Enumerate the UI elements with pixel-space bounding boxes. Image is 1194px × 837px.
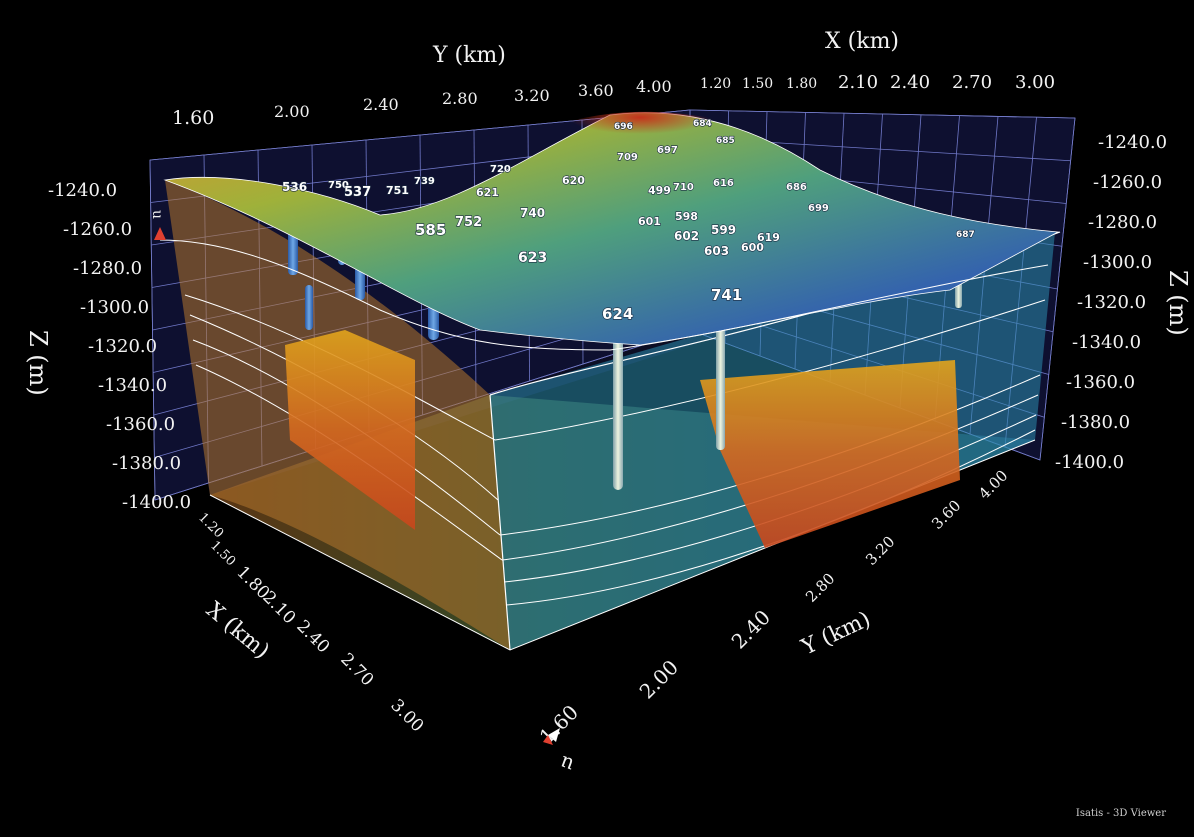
x-bottom-tick: 2.70 <box>336 649 377 690</box>
footer-caption: Isatis - 3D Viewer <box>1075 808 1166 819</box>
x-top-tick: 1.50 <box>742 76 773 92</box>
y-top-tick: 3.20 <box>514 86 550 105</box>
y-top-tick: 2.80 <box>442 89 478 108</box>
well-label: 536 <box>282 180 307 194</box>
well-label: 751 <box>386 184 409 197</box>
x-top-tick: 3.00 <box>1015 72 1055 93</box>
well-label: 685 <box>716 136 735 146</box>
well-label: 739 <box>414 176 435 187</box>
z-right-tick: -1360.0 <box>1066 372 1135 393</box>
well-label: 720 <box>490 164 511 175</box>
corner-marker-bottom: u <box>556 751 576 778</box>
y-top-tick: 2.40 <box>363 95 399 114</box>
well-label: 684 <box>693 119 712 129</box>
z-left-tick: -1380.0 <box>112 453 181 474</box>
x-top-tick: 2.40 <box>890 72 930 93</box>
well-label: 709 <box>617 152 638 163</box>
well-label: 585 <box>415 221 446 239</box>
well-label: 687 <box>956 230 975 240</box>
well-label: 624 <box>602 305 633 323</box>
z-right-tick: -1260.0 <box>1093 172 1162 193</box>
z-right-tick: -1400.0 <box>1055 452 1124 473</box>
orientation-marker <box>154 227 560 745</box>
x-top-tick: 1.20 <box>700 76 731 92</box>
well-label: 619 <box>757 231 780 244</box>
well-label: 696 <box>614 122 633 132</box>
y-bottom-tick: 2.80 <box>802 569 838 605</box>
well-label: 599 <box>711 223 736 237</box>
x-bottom-tick: 2.40 <box>292 616 333 657</box>
y-top-tick: 1.60 <box>172 107 214 129</box>
x-top-tick: 1.80 <box>786 76 817 92</box>
y-axis-title-top: Y (km) <box>432 43 506 68</box>
layer-stack <box>165 180 1061 651</box>
z-right-tick: -1320.0 <box>1077 292 1146 313</box>
x-top-tick: 2.10 <box>838 72 878 93</box>
z-left-tick: -1400.0 <box>122 492 191 513</box>
z-left-tick: -1280.0 <box>73 258 142 279</box>
z-left-tick: -1340.0 <box>98 375 167 396</box>
z-right-tick: -1280.0 <box>1088 212 1157 233</box>
well-label: 537 <box>344 185 371 200</box>
corner-marker-top: u <box>149 210 165 219</box>
x-axis-title-top: X (km) <box>825 29 899 54</box>
top-surface <box>159 111 1060 351</box>
y-top-tick: 3.60 <box>578 81 614 100</box>
y-bottom-tick: 2.00 <box>635 655 683 703</box>
z-right-tick: -1300.0 <box>1083 252 1152 273</box>
x-bottom-tick: 1.20 <box>195 510 226 541</box>
y-bottom-tick: 1.60 <box>535 700 583 748</box>
y-bottom-tick: 3.20 <box>862 532 898 568</box>
well-label: 616 <box>713 178 734 189</box>
y-top-tick: 4.00 <box>636 77 672 96</box>
x-bottom-tick: 3.00 <box>386 695 427 736</box>
z-right-tick: -1340.0 <box>1072 332 1141 353</box>
y-axis-title-bottom: Y (km) <box>797 607 875 661</box>
z-axis-title-right: Z (m) <box>1164 270 1192 336</box>
well-label: 699 <box>808 203 829 214</box>
y-top-tick: 2.00 <box>274 102 310 121</box>
well-label: 602 <box>674 229 699 243</box>
z-right-tick: -1380.0 <box>1061 412 1130 433</box>
z-left-tick: -1320.0 <box>88 336 157 357</box>
well-label: 601 <box>638 215 661 228</box>
z-axis-title-left: Z (m) <box>24 330 52 396</box>
well-label: 499 <box>648 184 671 197</box>
x-axis-title-bottom: X (km) <box>201 597 274 664</box>
x-bottom-tick: 1.50 <box>207 538 238 569</box>
z-right-tick: -1240.0 <box>1098 132 1167 153</box>
z-left-tick: -1300.0 <box>80 297 149 318</box>
well-label: 620 <box>562 174 585 187</box>
z-left-tick: -1360.0 <box>106 414 175 435</box>
y-bottom-tick: 3.60 <box>928 496 964 532</box>
well-label: 600 <box>741 241 764 254</box>
well-label: 621 <box>476 186 499 199</box>
well-label: 752 <box>455 215 482 230</box>
well-label: 623 <box>518 250 547 266</box>
well-label: 598 <box>675 210 698 223</box>
well-label: 741 <box>711 286 742 304</box>
z-left-tick: -1240.0 <box>48 180 117 201</box>
well-label: 603 <box>704 244 729 258</box>
z-left-tick: -1260.0 <box>63 219 132 240</box>
well-label: 697 <box>657 145 678 156</box>
well-label: 710 <box>673 182 694 193</box>
y-bottom-tick: 2.40 <box>727 605 775 653</box>
y-bottom-tick: 4.00 <box>975 466 1011 502</box>
well-label: 750 <box>328 180 349 191</box>
well-label: 686 <box>786 182 807 193</box>
x-top-tick: 2.70 <box>952 72 992 93</box>
well-label: 740 <box>520 206 545 220</box>
